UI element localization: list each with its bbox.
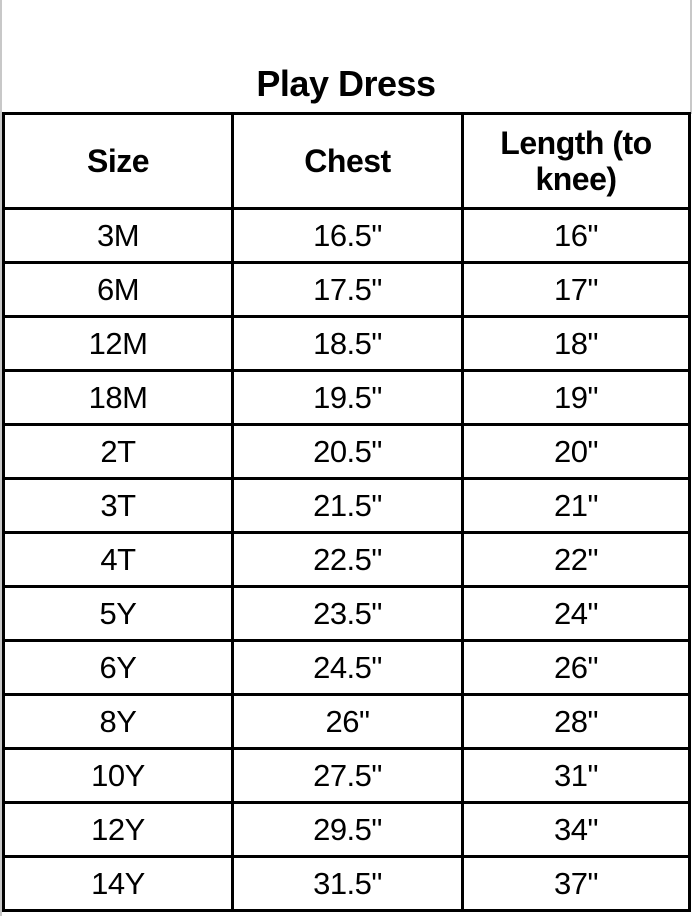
chest-cell: 20.5" bbox=[231, 423, 464, 480]
size-chart-table: Size Chest Length (to knee) 3M 16.5" 16" 6M… bbox=[2, 112, 691, 912]
header-chest: Chest bbox=[231, 112, 464, 210]
table-row: 3T 21.5" 21" bbox=[2, 477, 691, 534]
header-size: Size bbox=[2, 112, 234, 210]
length-cell: 28" bbox=[461, 693, 691, 750]
length-cell: 34" bbox=[461, 801, 691, 858]
chest-cell: 24.5" bbox=[231, 639, 464, 696]
table-row: 18M 19.5" 19" bbox=[2, 369, 691, 426]
length-cell: 37" bbox=[461, 855, 691, 912]
length-cell: 22" bbox=[461, 531, 691, 588]
right-border bbox=[690, 0, 692, 114]
table-row: 4T 22.5" 22" bbox=[2, 531, 691, 588]
size-cell: 2T bbox=[2, 423, 234, 480]
table-row: 8Y 26" 28" bbox=[2, 693, 691, 750]
chest-cell: 22.5" bbox=[231, 531, 464, 588]
chest-cell: 23.5" bbox=[231, 585, 464, 642]
size-cell: 12M bbox=[2, 315, 234, 372]
table-row: 10Y 27.5" 31" bbox=[2, 747, 691, 804]
length-cell: 20" bbox=[461, 423, 691, 480]
size-cell: 6M bbox=[2, 261, 234, 318]
size-cell: 3T bbox=[2, 477, 234, 534]
table-row: 6M 17.5" 17" bbox=[2, 261, 691, 318]
length-cell: 19" bbox=[461, 369, 691, 426]
chest-cell: 18.5" bbox=[231, 315, 464, 372]
table-row: 12M 18.5" 18" bbox=[2, 315, 691, 372]
length-cell: 21" bbox=[461, 477, 691, 534]
length-cell: 16" bbox=[461, 207, 691, 264]
table-title: Play Dress bbox=[256, 63, 436, 104]
table-row: 2T 20.5" 20" bbox=[2, 423, 691, 480]
table-row: 12Y 29.5" 34" bbox=[2, 801, 691, 858]
chest-cell: 31.5" bbox=[231, 855, 464, 912]
size-cell: 8Y bbox=[2, 693, 234, 750]
length-cell: 18" bbox=[461, 315, 691, 372]
chest-cell: 19.5" bbox=[231, 369, 464, 426]
length-cell: 17" bbox=[461, 261, 691, 318]
chest-cell: 21.5" bbox=[231, 477, 464, 534]
header-row: Size Chest Length (to knee) bbox=[2, 112, 691, 210]
left-border bbox=[0, 0, 2, 916]
size-cell: 6Y bbox=[2, 639, 234, 696]
chest-cell: 27.5" bbox=[231, 747, 464, 804]
length-cell: 24" bbox=[461, 585, 691, 642]
table-row: 3M 16.5" 16" bbox=[2, 207, 691, 264]
chest-cell: 29.5" bbox=[231, 801, 464, 858]
size-cell: 14Y bbox=[2, 855, 234, 912]
size-cell: 18M bbox=[2, 369, 234, 426]
size-cell: 12Y bbox=[2, 801, 234, 858]
chest-cell: 16.5" bbox=[231, 207, 464, 264]
header-length: Length (to knee) bbox=[461, 112, 691, 210]
table-row: 5Y 23.5" 24" bbox=[2, 585, 691, 642]
size-cell: 10Y bbox=[2, 747, 234, 804]
chest-cell: 17.5" bbox=[231, 261, 464, 318]
length-cell: 31" bbox=[461, 747, 691, 804]
size-cell: 5Y bbox=[2, 585, 234, 642]
table-row: 6Y 24.5" 26" bbox=[2, 639, 691, 696]
size-cell: 3M bbox=[2, 207, 234, 264]
length-cell: 26" bbox=[461, 639, 691, 696]
chest-cell: 26" bbox=[231, 693, 464, 750]
table-row: 14Y 31.5" 37" bbox=[2, 855, 691, 912]
size-cell: 4T bbox=[2, 531, 234, 588]
